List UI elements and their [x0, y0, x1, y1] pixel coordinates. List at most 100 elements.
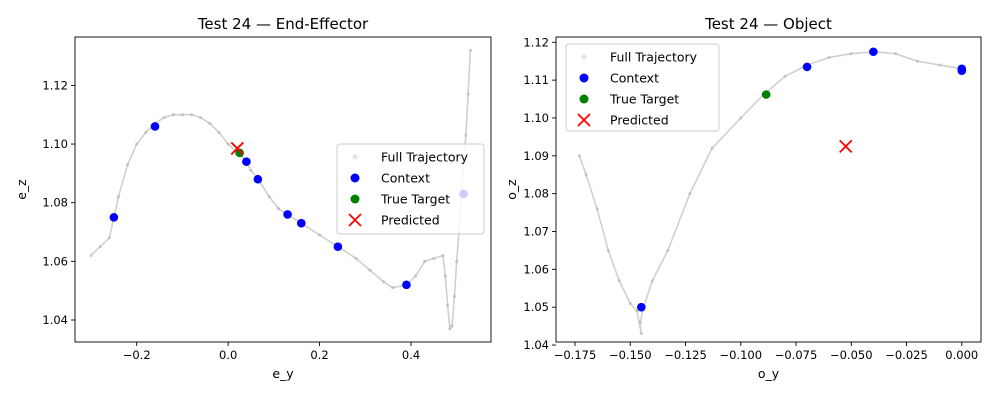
- y-tick-label: 1.07: [523, 225, 549, 239]
- trajectory-point: [443, 274, 447, 278]
- trajectory-point: [226, 142, 230, 146]
- trajectory-point: [455, 259, 459, 263]
- predicted-marker: [839, 139, 853, 153]
- trajectory-point: [381, 280, 386, 284]
- x-tick-label: −0.025: [885, 348, 928, 362]
- legend-label: Context: [610, 71, 659, 86]
- x-tick-label: 0.2: [310, 348, 328, 362]
- legend-label: Predicted: [610, 113, 669, 128]
- x-axis-label: o_y: [758, 366, 780, 381]
- predicted-marker: [230, 141, 244, 156]
- trajectory-point: [464, 133, 468, 137]
- trajectory-point: [468, 48, 473, 52]
- trajectory-point: [688, 192, 692, 196]
- chart-panel-1: Test 24 — End-Effector −0.2 0.0 0.2 0.4 1.04 1…: [14, 15, 492, 381]
- axes-frame: [555, 36, 982, 343]
- legend-label: True Target: [609, 92, 679, 107]
- y-tick-label: 1.08: [42, 196, 68, 210]
- trajectory-point: [413, 274, 418, 278]
- trajectory-point: [466, 92, 470, 96]
- legend-cross-stroke: [577, 113, 591, 127]
- trajectory-point: [276, 206, 281, 211]
- true-target-point: [235, 148, 244, 158]
- context-point: [402, 280, 411, 290]
- context-point: [109, 213, 119, 222]
- x-tick-label: 0.0: [219, 348, 237, 362]
- context-point: [296, 218, 306, 228]
- y-tick-label: 1.11: [523, 73, 549, 87]
- trajectory-point: [915, 59, 920, 63]
- true-target-point: [761, 90, 771, 99]
- context-point: [283, 210, 292, 219]
- trajectory-point: [199, 116, 203, 120]
- x-tick-label: 0.4: [402, 348, 420, 362]
- trajectory-point: [445, 303, 450, 307]
- x-tick-label: −0.2: [123, 348, 151, 362]
- x-tick-label: −0.125: [664, 348, 707, 362]
- legend-point-marker: [579, 73, 589, 83]
- legend-trajectory-marker: [352, 154, 358, 160]
- y-tick-label: 1.10: [523, 111, 549, 125]
- trajectory-point: [180, 113, 185, 117]
- legend-point-marker: [350, 173, 360, 183]
- legend-label: Context: [381, 171, 430, 186]
- trajectory-point: [635, 309, 639, 313]
- y-axis-label: e_z: [14, 179, 29, 200]
- trajectory-point: [650, 279, 654, 283]
- legend-box: [565, 43, 720, 132]
- trajectory-point: [606, 248, 610, 253]
- trajectory-point: [116, 195, 121, 199]
- trajectory-point: [938, 63, 942, 67]
- legend-label: Predicted: [381, 213, 440, 228]
- legend: Full Trajectory Context True Target Predict…: [336, 143, 485, 235]
- trajectory-point: [617, 279, 621, 283]
- trajectory-point: [354, 256, 358, 261]
- series-context: [637, 47, 967, 312]
- trajectory-point: [217, 130, 221, 134]
- x-tick-label: −0.175: [554, 348, 597, 362]
- context-point: [802, 62, 812, 72]
- trajectory-point: [639, 332, 643, 336]
- x-tick-label: −0.100: [719, 348, 762, 362]
- context-point: [242, 157, 251, 166]
- legend-cross-stroke: [348, 213, 362, 227]
- trajectory-point: [189, 113, 194, 117]
- legend-label: Full Trajectory: [610, 50, 698, 65]
- legend-box: [336, 143, 485, 235]
- y-tick-label: 1.06: [523, 262, 549, 276]
- trajectory-point: [368, 268, 372, 272]
- legend-point-marker: [579, 94, 589, 104]
- trajectory-point: [135, 142, 139, 146]
- legend-label: True Target: [380, 192, 450, 207]
- y-tick-label: 1.12: [523, 35, 549, 49]
- trajectory-point: [432, 256, 436, 261]
- legend-point-marker: [350, 194, 360, 204]
- x-tick-label: −0.050: [830, 348, 873, 362]
- series-true-target: [761, 90, 771, 99]
- trajectory-point: [628, 301, 632, 306]
- context-point: [150, 122, 160, 131]
- y-tick-label: 1.10: [42, 137, 68, 151]
- trajectory-point: [267, 195, 271, 199]
- predicted-stroke: [839, 139, 853, 153]
- trajectory-point: [827, 55, 831, 60]
- trajectory-point: [423, 259, 427, 263]
- y-tick-label: 1.09: [523, 149, 549, 163]
- context-point: [333, 242, 343, 251]
- context-point: [637, 302, 646, 312]
- trajectory-point: [849, 52, 853, 56]
- x-tick-label: 0.000: [945, 348, 978, 362]
- y-tick-label: 1.04: [42, 313, 68, 327]
- trajectory-point: [452, 294, 457, 299]
- trajectory-point: [208, 121, 212, 126]
- y-tick-label: 1.05: [523, 300, 549, 314]
- trajectory-point: [125, 162, 130, 167]
- trajectory-point: [739, 116, 743, 120]
- series-predicted: [230, 141, 244, 156]
- legend: Full Trajectory Context True Target Predict…: [565, 43, 720, 132]
- trajectory-point: [171, 113, 175, 117]
- trajectory-point: [638, 320, 642, 324]
- trajectory-point: [584, 173, 588, 177]
